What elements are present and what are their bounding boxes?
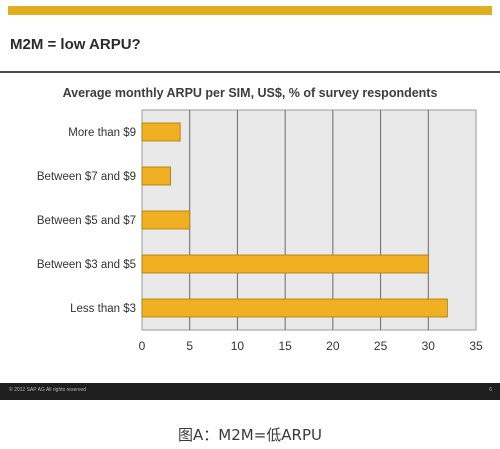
bar-chart: 0 5 10 15 20 25 30 35 More than $9 Between $7 and… xyxy=(37,109,483,353)
category-label-3: Between $3 and $5 xyxy=(37,259,136,271)
slide-footer: © 2012 SAP AG All rights reserved 6 xyxy=(0,383,500,400)
x-tick-label-20: 20 xyxy=(326,339,340,353)
x-tick-label-5: 5 xyxy=(186,339,193,353)
bar-1 xyxy=(141,166,172,186)
x-tick-label-0: 0 xyxy=(139,339,146,353)
x-tick-label-35: 35 xyxy=(469,339,483,353)
category-label-0: More than $9 xyxy=(68,127,136,139)
x-tick-label-25: 25 xyxy=(374,339,388,353)
bar-4 xyxy=(141,298,448,318)
chart-title: Average monthly ARPU per SIM, US$, % of … xyxy=(62,86,438,100)
bar-3 xyxy=(141,254,429,274)
x-tick-label-15: 15 xyxy=(278,339,292,353)
page-number: 6 xyxy=(489,387,492,393)
accent-bar xyxy=(8,6,492,15)
bar-2 xyxy=(141,210,191,230)
figure-caption: 图A：M2M=低ARPU xyxy=(178,426,322,444)
category-label-4: Less than $3 xyxy=(70,303,136,315)
slide: M2M = low ARPU? Average monthly ARPU per… xyxy=(0,6,500,400)
slide-title: M2M = low ARPU? xyxy=(10,36,141,53)
x-tick-label-10: 10 xyxy=(231,339,245,353)
x-tick-label-30: 30 xyxy=(422,339,436,353)
copyright-text: © 2012 SAP AG All rights reserved xyxy=(9,387,86,393)
title-divider xyxy=(0,71,500,73)
bar-0 xyxy=(141,122,181,142)
plot-area xyxy=(141,109,477,331)
category-label-2: Between $5 and $7 xyxy=(37,215,136,227)
category-label-1: Between $7 and $9 xyxy=(37,171,136,183)
chart-panel: 0 5 10 15 20 25 30 35 More than $9 Between $7 and… xyxy=(6,104,494,360)
